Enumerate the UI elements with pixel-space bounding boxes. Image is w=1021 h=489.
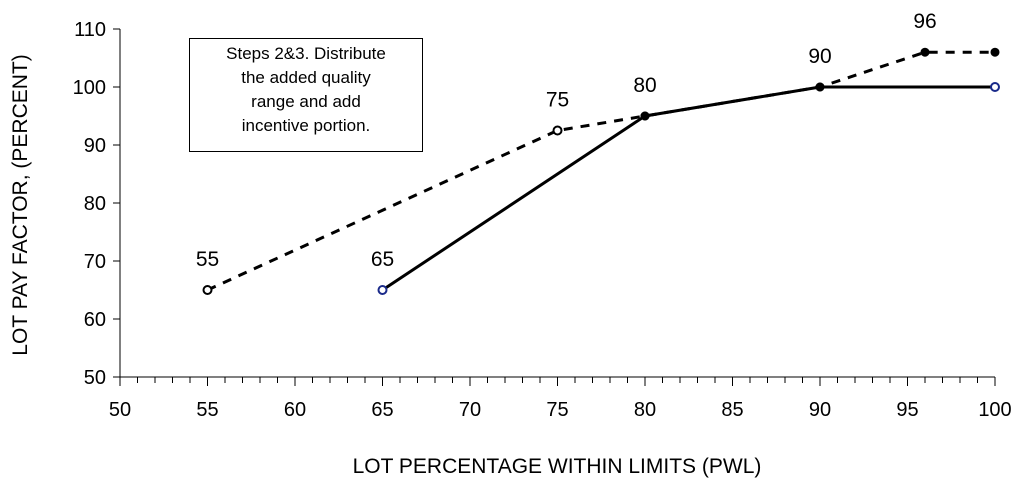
x-tick-label: 55 — [196, 399, 218, 421]
data-point — [920, 47, 930, 57]
data-point — [377, 285, 388, 295]
series-layer — [202, 47, 1000, 295]
data-point — [640, 111, 650, 121]
y-tick-label: 70 — [84, 251, 106, 273]
data-label: 96 — [913, 10, 936, 33]
y-tick-label: 90 — [84, 135, 106, 157]
annotation-line-2: the added quality — [241, 68, 371, 87]
x-tick-label: 75 — [546, 399, 568, 421]
annotation-line-4: incentive portion. — [241, 116, 371, 135]
data-label: 65 — [371, 248, 394, 271]
axes: 50 60 70 80 90 100 110 50 55 60 65 70 75 80 85 90 95 100 — [73, 19, 1012, 421]
x-axis-title: LOT PERCENTAGE WITHIN LIMITS (PWL) — [353, 455, 762, 478]
data-point — [990, 47, 1000, 57]
data-point — [815, 82, 825, 92]
data-point — [202, 285, 213, 295]
y-tick-label: 100 — [73, 77, 106, 99]
x-tick-label: 90 — [809, 399, 831, 421]
x-tick-label: 100 — [978, 399, 1011, 421]
annotation-box: Steps 2&3. Distribute the added quality … — [189, 38, 423, 152]
y-axis-title: LOT PAY FACTOR, (PERCENT) — [9, 54, 32, 355]
x-tick-label: 50 — [109, 399, 131, 421]
x-tick-label: 60 — [284, 399, 306, 421]
data-label: 55 — [196, 248, 219, 271]
data-point — [990, 82, 1000, 92]
y-tick-label: 60 — [84, 309, 106, 331]
x-tick-label: 65 — [371, 399, 393, 421]
x-tick-label: 80 — [634, 399, 656, 421]
data-label: 80 — [633, 74, 656, 97]
x-tick-label: 95 — [896, 399, 918, 421]
data-point — [552, 125, 563, 136]
labels-layer: 55 75 96 65 80 90 — [196, 10, 937, 271]
y-tick-label: 80 — [84, 193, 106, 215]
y-tick-label: 50 — [84, 367, 106, 389]
data-label: 90 — [808, 45, 831, 68]
data-label: 75 — [546, 89, 569, 112]
solid-series-line — [381, 85, 995, 292]
annotation-line-1: Steps 2&3. Distribute — [226, 44, 386, 63]
y-tick-label: 110 — [74, 19, 106, 41]
x-tick-label: 85 — [721, 399, 743, 421]
x-tick-label: 70 — [459, 399, 481, 421]
annotation-line-3: range and add — [251, 92, 361, 111]
